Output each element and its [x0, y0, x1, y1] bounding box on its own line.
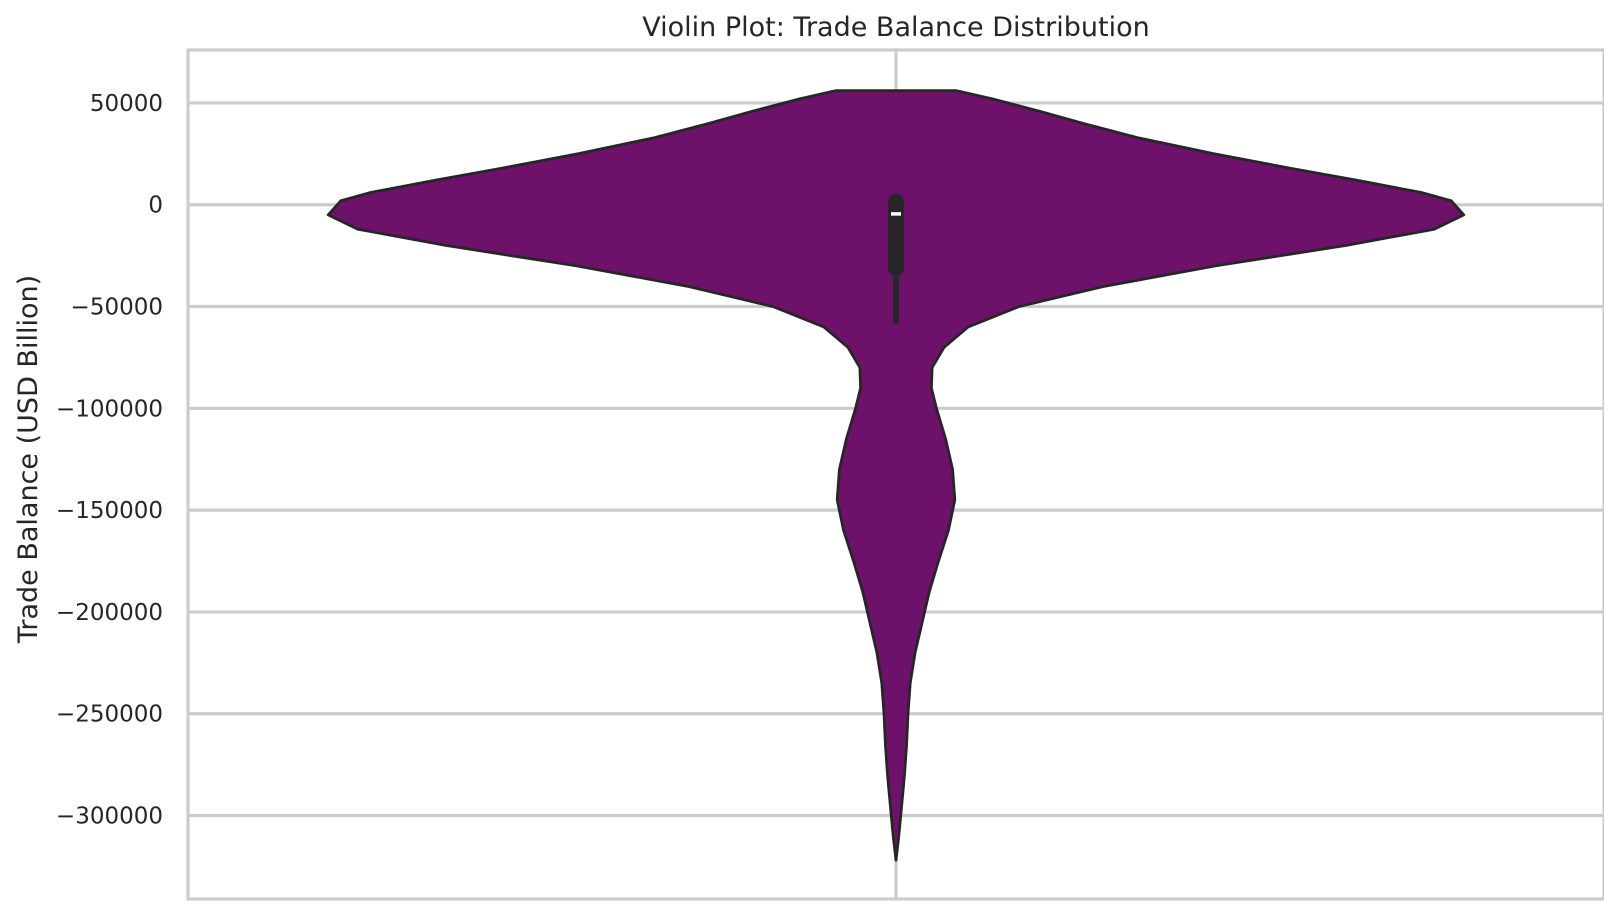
- chart-title: Violin Plot: Trade Balance Distribution: [642, 12, 1149, 43]
- y-axis-label: Trade Balance (USD Billion): [13, 275, 44, 644]
- y-tick-label: −150000: [56, 498, 163, 524]
- violin-body: [326, 89, 1466, 862]
- violin-layer: [326, 89, 1466, 862]
- y-tick-label: −300000: [56, 804, 163, 830]
- y-tick-label: 50000: [90, 91, 163, 117]
- y-tick-labels: 50000 0 −50000 −100000 −150000 −200000 −250000…: [56, 91, 163, 830]
- y-tick-label: −200000: [56, 600, 163, 626]
- y-tick-label: 0: [148, 193, 163, 219]
- y-tick-label: −100000: [56, 396, 163, 422]
- box-layer: [888, 193, 904, 324]
- y-tick-label: −50000: [71, 295, 163, 321]
- axes-frame: [186, 48, 1604, 901]
- y-tick-label: −250000: [56, 702, 163, 728]
